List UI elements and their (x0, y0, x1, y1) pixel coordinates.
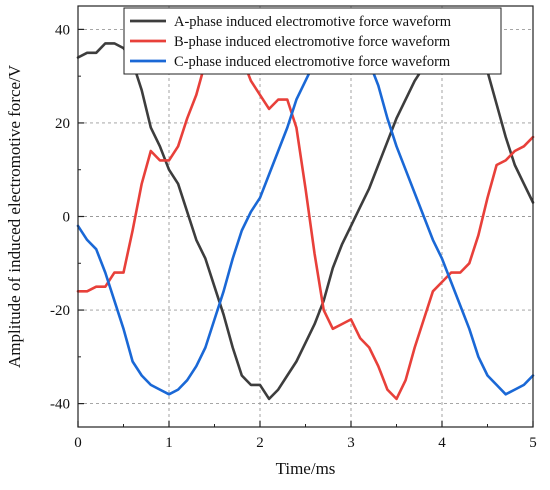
series-line-a-phase (76, 37, 535, 401)
x-tick-label: 5 (529, 435, 537, 451)
legend-label-b-phase: B-phase induced electromotive force wave… (174, 34, 451, 50)
y-tick-label: 40 (55, 22, 70, 38)
series-line-b-phase (76, 32, 535, 401)
legend-label-c-phase: C-phase induced electromotive force wave… (174, 54, 451, 70)
y-tick-label: -20 (50, 303, 70, 319)
axis-ticks: 0 1 2 3 4 5 -40 -20 0 20 40 (50, 22, 537, 451)
x-tick-label: 2 (256, 435, 264, 451)
y-axis-label: Amplitude of induced electromotive force… (5, 64, 24, 368)
y-tick-label: 20 (55, 116, 70, 132)
legend-box (123, 7, 502, 75)
x-tick-label: 4 (438, 435, 446, 451)
legend-label-a-phase: A-phase induced electromotive force wave… (174, 14, 452, 30)
x-tick-label: 3 (347, 435, 355, 451)
legend: A-phase induced electromotive force wave… (123, 7, 502, 75)
x-axis-label: Time/ms (276, 459, 336, 478)
series-line-c-phase (76, 37, 535, 396)
y-tick-label: 0 (63, 210, 71, 226)
x-tick-label: 0 (74, 435, 82, 451)
y-tick-label: -40 (50, 397, 70, 413)
x-tick-label: 1 (165, 435, 173, 451)
